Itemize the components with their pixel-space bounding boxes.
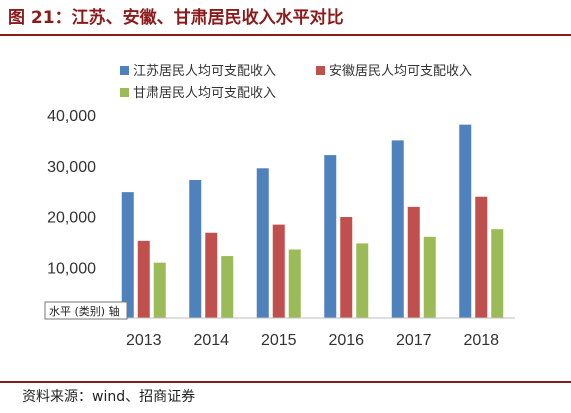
y-tick-label: 20,000	[47, 210, 96, 227]
legend-swatch-3	[120, 88, 129, 97]
bar-2013-series-1	[121, 192, 134, 318]
bar-2016-series-2	[340, 217, 353, 318]
bar-2014-series-3	[221, 256, 234, 318]
legend-label-2: 安徽居民人均可支配收入	[329, 64, 472, 79]
legend-label-3: 甘肃居民人均可支配收入	[133, 86, 276, 101]
x-tick-label: 2017	[396, 332, 432, 349]
bar-2016-series-1	[324, 155, 337, 318]
bar-2017-series-3	[423, 236, 436, 318]
title-rule	[0, 34, 571, 36]
bar-2018-series-1	[459, 124, 472, 318]
bar-2017-series-2	[407, 206, 420, 318]
legend-label-1: 江苏居民人均可支配收入	[133, 63, 276, 79]
bar-2015-series-3	[288, 249, 301, 318]
bar-2018-series-2	[475, 196, 488, 318]
bar-2016-series-3	[356, 243, 369, 318]
axis-tooltip-box	[44, 301, 128, 320]
x-tick-label: 2014	[193, 332, 229, 349]
bar-2015-series-1	[256, 168, 269, 318]
source-note: 资料来源：wind、招商证券	[22, 389, 196, 405]
bar-2015-series-2	[272, 224, 285, 318]
bar-2017-series-1	[391, 140, 404, 318]
x-tick-label: 2018	[463, 332, 499, 349]
legend-swatch-1	[120, 66, 129, 75]
bar-2014-series-2	[205, 232, 218, 318]
x-tick-label: 2013	[126, 332, 162, 349]
bar-2014-series-1	[189, 179, 202, 318]
x-tick-label: 2016	[328, 332, 364, 349]
bar-2018-series-3	[491, 229, 504, 318]
bar-2013-series-3	[153, 262, 166, 318]
y-tick-label: 10,000	[47, 260, 96, 277]
bar-2013-series-2	[137, 240, 150, 318]
legend-swatch-2	[316, 66, 325, 75]
axis-tooltip-text: 水平 (类别) 轴	[49, 304, 120, 318]
x-tick-label: 2015	[261, 332, 297, 349]
source-rule	[0, 381, 571, 383]
y-tick-label: 40,000	[47, 108, 96, 125]
y-tick-label: 30,000	[47, 159, 96, 176]
figure-title: 图 21：江苏、安徽、甘肃居民收入水平对比	[8, 8, 344, 28]
